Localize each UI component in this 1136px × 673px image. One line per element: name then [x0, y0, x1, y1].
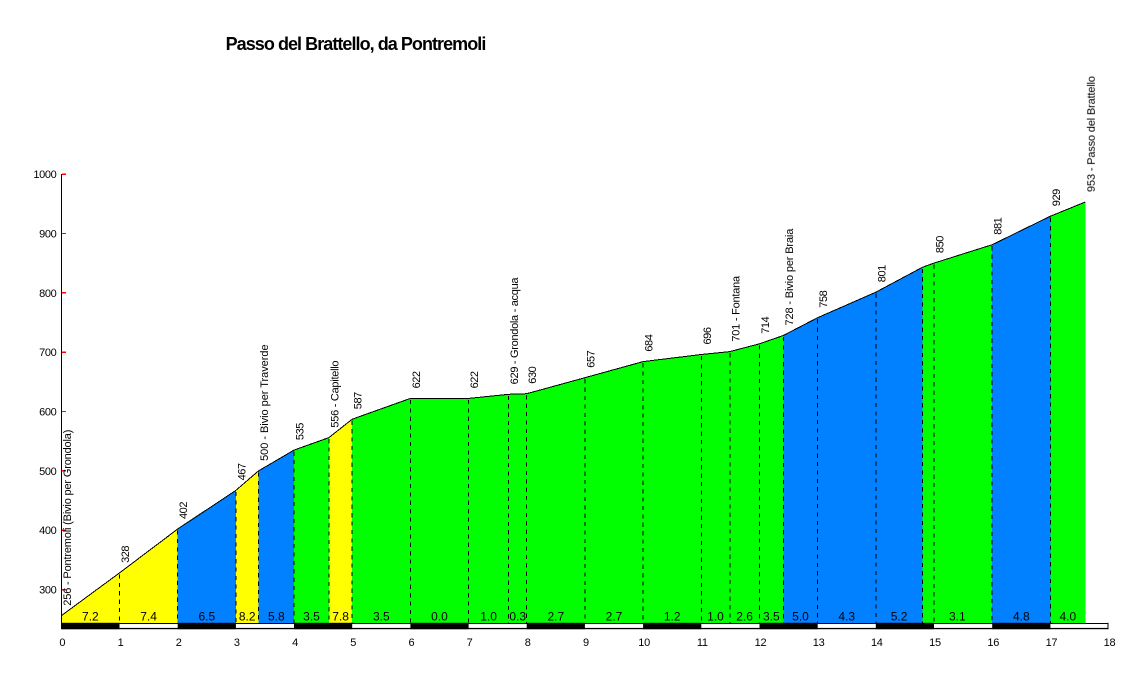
svg-text:3: 3 [234, 637, 240, 649]
svg-text:3.5: 3.5 [373, 610, 390, 624]
svg-text:5.8: 5.8 [268, 610, 285, 624]
svg-text:467: 467 [236, 463, 248, 480]
svg-text:801: 801 [876, 265, 888, 282]
svg-text:556 - Capitello: 556 - Capitello [329, 361, 341, 428]
svg-text:850: 850 [935, 236, 947, 253]
svg-text:622: 622 [411, 371, 423, 388]
svg-text:7: 7 [467, 637, 473, 649]
svg-text:13: 13 [813, 637, 825, 649]
svg-text:630: 630 [527, 366, 539, 383]
svg-text:3.5: 3.5 [303, 610, 320, 624]
svg-text:4.0: 4.0 [1059, 610, 1076, 624]
svg-text:Passo del Brattello, da Pontre: Passo del Brattello, da Pontremoli [226, 34, 486, 54]
svg-text:629 - Grondola - acqua: 629 - Grondola - acqua [509, 277, 521, 385]
svg-text:500: 500 [39, 466, 56, 478]
svg-text:700: 700 [39, 347, 56, 359]
svg-text:2.7: 2.7 [547, 610, 564, 624]
svg-text:7.8: 7.8 [332, 610, 349, 624]
svg-text:3.1: 3.1 [949, 610, 966, 624]
svg-text:800: 800 [39, 288, 56, 300]
svg-text:0.3: 0.3 [509, 610, 526, 624]
svg-text:684: 684 [644, 334, 656, 351]
svg-text:657: 657 [585, 350, 597, 367]
svg-text:256 - Pontremoli (Bivio per Gr: 256 - Pontremoli (Bivio per Grondola) [62, 430, 74, 606]
svg-text:8: 8 [525, 637, 531, 649]
svg-text:728 - Bivio per Braia: 728 - Bivio per Braia [784, 228, 796, 326]
svg-text:929: 929 [1051, 189, 1063, 206]
svg-text:701 - Fontana: 701 - Fontana [730, 275, 742, 342]
svg-text:0: 0 [59, 637, 65, 649]
svg-text:1.0: 1.0 [480, 610, 497, 624]
svg-text:5.2: 5.2 [891, 610, 908, 624]
svg-text:328: 328 [120, 546, 132, 563]
svg-text:1.0: 1.0 [707, 610, 724, 624]
svg-text:8.2: 8.2 [239, 610, 256, 624]
svg-text:6: 6 [408, 637, 414, 649]
svg-text:4.3: 4.3 [838, 610, 855, 624]
svg-text:600: 600 [39, 407, 56, 419]
svg-text:2: 2 [176, 637, 182, 649]
svg-text:9: 9 [583, 637, 589, 649]
svg-text:402: 402 [178, 502, 190, 519]
svg-text:535: 535 [295, 423, 307, 440]
svg-text:6.5: 6.5 [198, 610, 215, 624]
svg-text:3.5: 3.5 [763, 610, 780, 624]
svg-text:15: 15 [929, 637, 941, 649]
svg-text:953 - Passo del Brattello: 953 - Passo del Brattello [1086, 76, 1098, 192]
svg-text:14: 14 [871, 637, 883, 649]
svg-text:881: 881 [993, 217, 1005, 234]
svg-text:300: 300 [39, 585, 56, 597]
svg-text:622: 622 [469, 371, 481, 388]
svg-text:4.8: 4.8 [1013, 610, 1030, 624]
svg-text:900: 900 [39, 228, 56, 240]
svg-text:4: 4 [292, 637, 298, 649]
svg-text:5: 5 [350, 637, 356, 649]
svg-text:587: 587 [353, 392, 365, 409]
svg-text:17: 17 [1046, 637, 1058, 649]
svg-text:7.4: 7.4 [140, 610, 157, 624]
svg-text:0.0: 0.0 [431, 610, 448, 624]
svg-text:12: 12 [755, 637, 767, 649]
svg-text:2.7: 2.7 [606, 610, 623, 624]
svg-text:11: 11 [697, 637, 708, 649]
svg-text:5.0: 5.0 [792, 610, 809, 624]
svg-text:7.2: 7.2 [82, 610, 99, 624]
svg-text:714: 714 [760, 316, 772, 333]
svg-text:696: 696 [702, 327, 714, 344]
svg-text:2.6: 2.6 [736, 610, 753, 624]
svg-text:1: 1 [118, 637, 124, 649]
svg-text:18: 18 [1104, 637, 1116, 649]
svg-text:500 - Bivio per Traverde: 500 - Bivio per Traverde [259, 344, 271, 460]
svg-text:758: 758 [818, 290, 830, 307]
svg-text:10: 10 [638, 637, 650, 649]
svg-text:1000: 1000 [33, 169, 56, 181]
svg-text:1.2: 1.2 [664, 610, 681, 624]
svg-text:400: 400 [39, 525, 56, 537]
svg-text:16: 16 [987, 637, 999, 649]
